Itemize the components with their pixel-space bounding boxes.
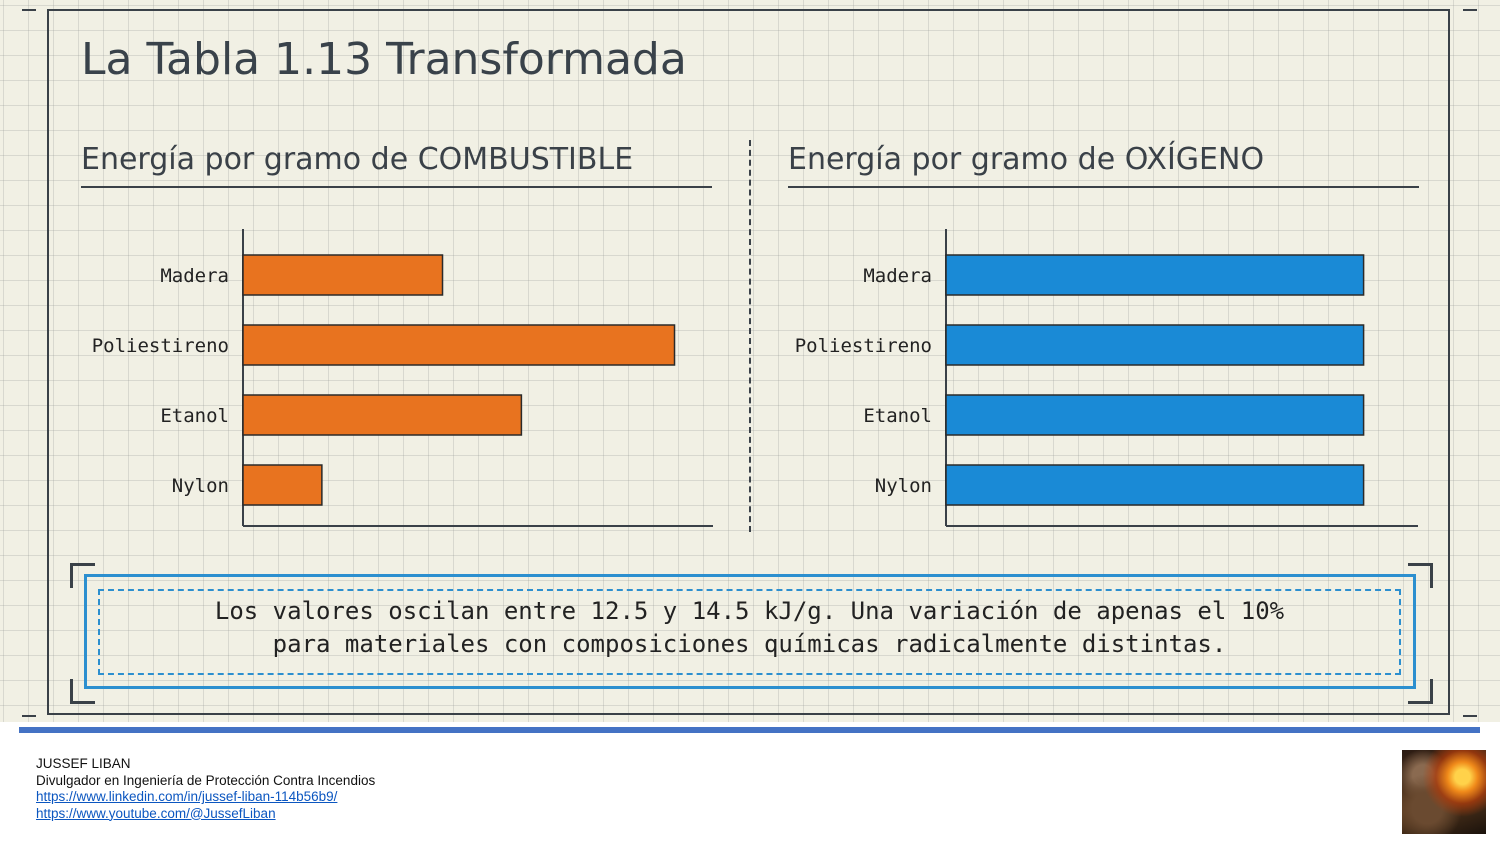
bar-etanol (945, 394, 1365, 436)
note-box-inner (98, 589, 1401, 675)
linkedin-link[interactable]: https://www.linkedin.com/in/jussef-liban… (36, 789, 338, 804)
note-text-line-1: Los valores oscilan entre 12.5 y 14.5 kJ… (214, 597, 1285, 625)
frame-tick (1463, 9, 1477, 11)
category-label: Etanol (863, 405, 932, 427)
corner-bracket (70, 563, 95, 588)
category-label: Poliestireno (92, 335, 229, 357)
footer-rule (19, 727, 1480, 733)
frame-tick (22, 715, 36, 717)
note-text-line-2: para materiales con composiciones químic… (272, 630, 1227, 658)
bar-nylon (242, 464, 323, 506)
corner-bracket (1408, 563, 1433, 588)
author-footer: JUSSEF LIBAN Divulgador en Ingeniería de… (36, 756, 375, 822)
bar-poliestireno (945, 324, 1365, 366)
category-label: Nylon (875, 475, 932, 497)
author-role: Divulgador en Ingeniería de Protección C… (36, 772, 376, 788)
slide: La Tabla 1.13 Transformada Energía por g… (0, 0, 1500, 722)
corner-bracket (1408, 679, 1433, 704)
bar-etanol (242, 394, 523, 436)
author-name: JUSSEF LIBAN (36, 756, 131, 771)
corner-bracket (70, 679, 95, 704)
slide-frame (47, 9, 1450, 715)
author-photo (1402, 750, 1486, 834)
bar-madera (945, 254, 1365, 296)
category-label: Madera (863, 265, 932, 287)
panel-divider (749, 140, 751, 532)
chart-title-rule (788, 186, 1419, 188)
bar-poliestireno (242, 324, 676, 366)
category-label: Poliestireno (795, 335, 932, 357)
oxygen-bar-chart: Madera Poliestireno Etanol Nylon (795, 229, 1418, 527)
category-label: Nylon (172, 475, 229, 497)
bar-nylon (945, 464, 1365, 506)
category-label: Madera (160, 265, 229, 287)
chart-title-rule (81, 186, 712, 188)
frame-tick (1463, 715, 1477, 717)
category-label: Etanol (160, 405, 229, 427)
frame-tick (22, 9, 36, 11)
fuel-bar-chart: Madera Poliestireno Etanol Nylon (92, 229, 713, 527)
note-box (84, 574, 1416, 689)
slide-title: La Tabla 1.13 Transformada (81, 34, 687, 85)
chart-title-oxygen: Energía por gramo de OXÍGENO (788, 142, 1265, 177)
youtube-link[interactable]: https://www.youtube.com/@JussefLiban (36, 805, 276, 821)
bar-madera (242, 254, 444, 296)
chart-title-fuel: Energía por gramo de COMBUSTIBLE (81, 142, 634, 177)
